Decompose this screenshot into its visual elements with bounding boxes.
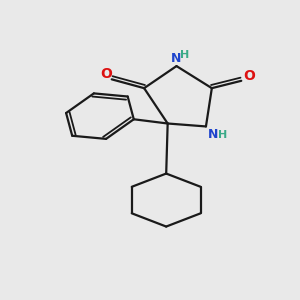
Text: O: O [100, 67, 112, 81]
Text: H: H [180, 50, 189, 60]
Text: N: N [171, 52, 182, 64]
Text: N: N [207, 128, 218, 141]
Text: H: H [218, 130, 227, 140]
Text: O: O [244, 68, 256, 83]
